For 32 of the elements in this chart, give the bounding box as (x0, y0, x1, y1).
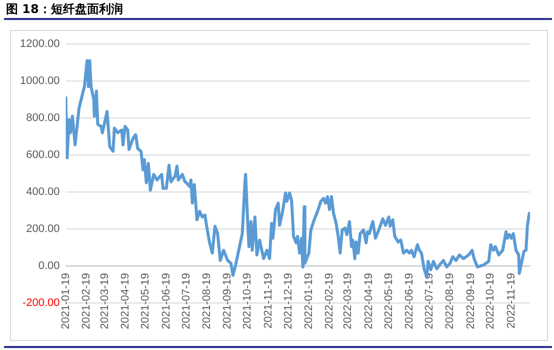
y-tick-label: 800.00 (26, 112, 60, 124)
y-tick-label: 0.00 (38, 260, 60, 272)
x-tick-label: 2022-04-19 (362, 273, 375, 330)
y-tick-label: 1000.00 (20, 75, 60, 88)
y-tick-label: 400.00 (26, 186, 60, 198)
x-tick-label: 2021-12-19 (282, 273, 294, 330)
x-tick-label: 2022-02-19 (324, 273, 336, 330)
x-tick-label: 2021-02-19 (80, 273, 92, 330)
x-tick-label: 2022-06-19 (403, 273, 416, 330)
x-tick-label: 2021-01-19 (60, 273, 72, 330)
x-tick-label: 2022-05-19 (382, 273, 395, 330)
x-tick-label: 2022-03-19 (342, 273, 354, 330)
y-tick-label: -200.00 (22, 297, 60, 310)
y-tick-label: 200.00 (26, 223, 60, 236)
x-tick-label: 2021-10-19 (242, 273, 254, 330)
x-tick-label: 2022-10-19 (484, 273, 497, 330)
x-tick-label: 2021-11-19 (262, 273, 274, 328)
x-tick-label: 2022-11-19 (505, 273, 518, 328)
x-tick-label: 2021-05-19 (140, 273, 152, 330)
x-tick-label: 2021-03-19 (99, 273, 112, 330)
x-tick-label: 2021-09-19 (222, 273, 234, 330)
x-tick-label: 2021-04-19 (120, 273, 132, 330)
y-tick-label: 600.00 (26, 149, 60, 162)
x-tick-label: 2022-09-19 (464, 273, 477, 330)
x-tick-label: 2022-08-19 (444, 273, 456, 330)
x-tick-label: 2021-06-19 (160, 273, 172, 330)
y-tick-label: 1200.00 (20, 38, 60, 50)
chart-title: 图 18：短纤盘面利润 (6, 1, 123, 18)
x-tick-label: 2022-07-19 (423, 273, 436, 330)
x-tick-label: 2021-08-19 (200, 273, 213, 330)
x-tick-label: 2021-07-19 (180, 273, 192, 330)
x-tick-label: 2022-01-19 (302, 273, 315, 330)
